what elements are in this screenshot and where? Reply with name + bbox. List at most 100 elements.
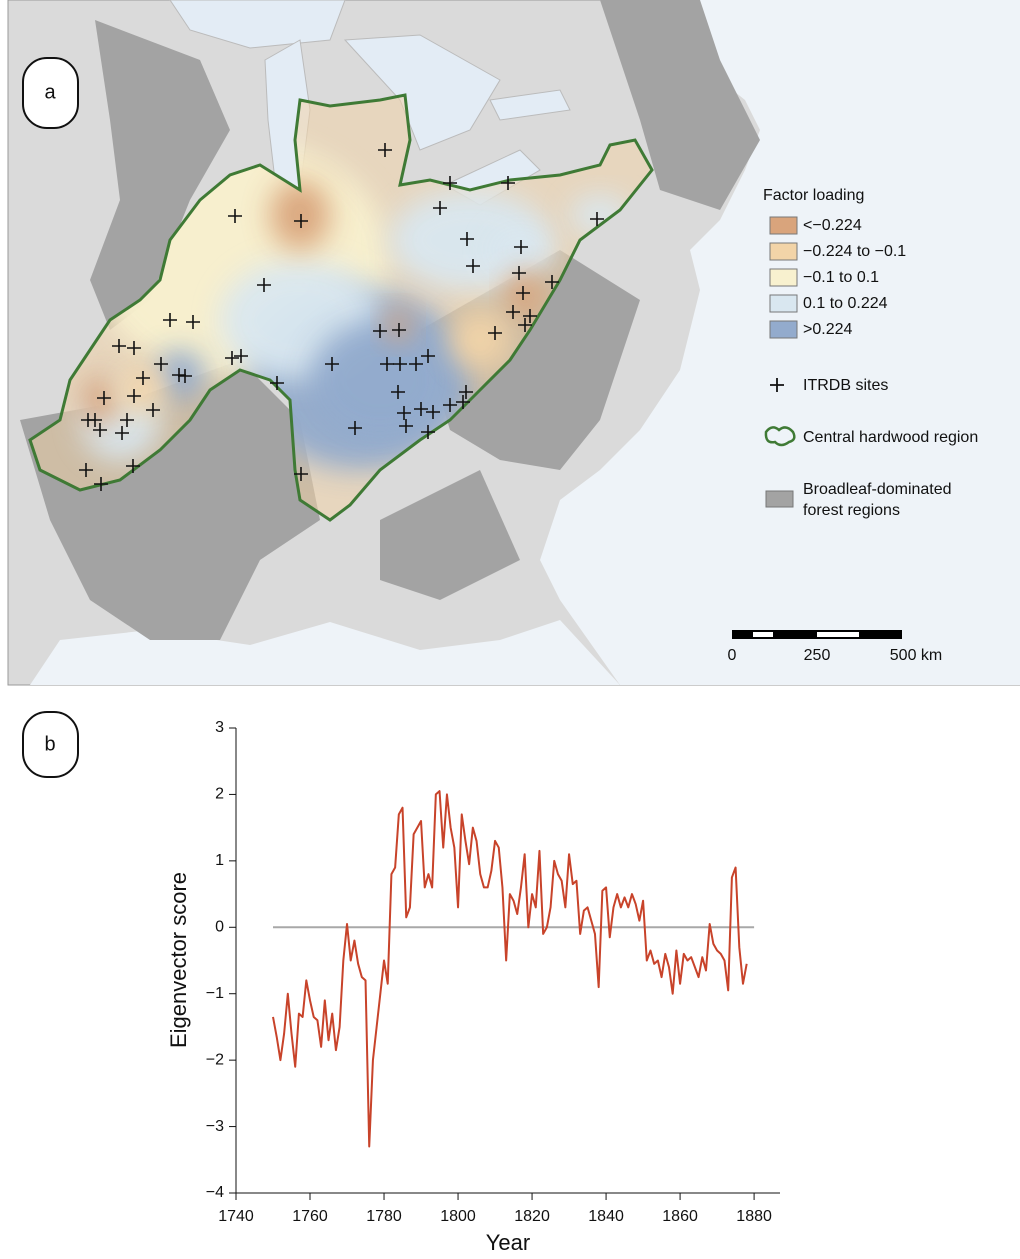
site-marker: [421, 349, 435, 363]
x-tick-label: 1800: [440, 1208, 476, 1225]
y-tick-label: −2: [206, 1051, 224, 1068]
site-marker: [154, 357, 168, 371]
site-marker: [373, 324, 387, 338]
y-tick-label: −1: [206, 985, 224, 1002]
site-marker: [414, 402, 428, 416]
site-marker: [225, 351, 239, 365]
legend-label: Central hardwood region: [803, 429, 978, 446]
x-tick-label: 1880: [736, 1208, 772, 1225]
legend-region-symbol: [764, 426, 796, 447]
site-marker: [172, 368, 186, 382]
site-marker: [294, 467, 308, 481]
legend-swatch: [769, 320, 798, 339]
site-marker: [178, 369, 192, 383]
map-panel: a Factor loading <−0.224 −0.224 to −0.1 −0…: [7, 0, 1020, 686]
site-marker: [97, 391, 111, 405]
panel-label: a: [44, 81, 56, 103]
legend-label: ITRDB sites: [803, 377, 888, 394]
site-marker: [518, 318, 532, 332]
legend-label: <−0.224: [803, 217, 862, 234]
legend-label: −0.1 to 0.1: [803, 269, 879, 286]
legend-label: 0.1 to 0.224: [803, 295, 888, 312]
site-marker: [443, 176, 457, 190]
site-marker: [348, 421, 362, 435]
factor-blob: [310, 320, 450, 440]
site-marker: [456, 395, 470, 409]
y-tick-label: −3: [206, 1118, 224, 1135]
scale-label: 0: [728, 647, 737, 664]
scale-bar-segment: [817, 632, 859, 637]
site-marker: [512, 266, 526, 280]
site-marker: [234, 349, 248, 363]
legend-swatch: [769, 268, 798, 287]
factor-blob: [450, 310, 510, 370]
site-marker: [460, 232, 474, 246]
site-marker: [426, 405, 440, 419]
factor-blob: [384, 309, 412, 341]
factor-blob: [270, 180, 330, 250]
site-marker: [443, 398, 457, 412]
factor-blob: [115, 365, 165, 415]
site-marker: [88, 413, 102, 427]
site-marker: [163, 313, 177, 327]
scale-label: 500 km: [890, 647, 942, 664]
legend-label: −0.224 to −0.1: [803, 243, 906, 260]
site-marker: [120, 413, 134, 427]
site-marker: [545, 275, 559, 289]
legend-label: >0.224: [803, 321, 852, 338]
forest-region: [90, 20, 230, 330]
site-marker: [79, 463, 93, 477]
x-tick-label: 1840: [588, 1208, 624, 1225]
legend-label: forest regions: [803, 502, 900, 519]
site-marker: [433, 201, 447, 215]
chart-panel: b Year Eigenvector score −4 −3 −2 −1 0 1 2 3 174…: [22, 711, 780, 1255]
x-tick-label: 1740: [218, 1208, 254, 1225]
site-marker: [257, 278, 271, 292]
site-marker: [380, 357, 394, 371]
site-markers: [79, 143, 604, 491]
x-axis-label: Year: [486, 1230, 530, 1254]
panel-label-box: [22, 711, 79, 778]
site-marker: [136, 371, 150, 385]
factor-blob: [507, 270, 543, 320]
scale-bar-segment: [753, 632, 773, 637]
panel-label: b: [44, 733, 55, 755]
site-marker: [146, 403, 160, 417]
factor-blob: [80, 375, 120, 425]
site-marker: [228, 209, 242, 223]
region-outline: [28, 93, 654, 522]
site-marker: [93, 423, 107, 437]
site-marker: [523, 309, 537, 323]
y-tick-label: 0: [215, 919, 224, 936]
factor-blob: [490, 230, 550, 270]
legend-title: Factor loading: [763, 187, 864, 204]
site-marker: [506, 305, 520, 319]
x-tick-label: 1860: [662, 1208, 698, 1225]
site-marker: [393, 357, 407, 371]
legend-forest-symbol: [765, 490, 794, 508]
legend-swatch: [769, 216, 798, 235]
y-tick-label: 1: [215, 852, 224, 869]
panel-label-box: [22, 57, 79, 129]
x-tick-label: 1760: [292, 1208, 328, 1225]
site-marker: [421, 425, 435, 439]
site-marker: [270, 376, 284, 390]
legend-site-symbol: [770, 378, 784, 392]
lake: [489, 89, 571, 121]
site-marker: [294, 214, 308, 228]
site-marker: [378, 143, 392, 157]
site-marker: [127, 341, 141, 355]
site-marker: [391, 385, 405, 399]
site-marker: [112, 339, 126, 353]
forest-region: [600, 0, 760, 210]
y-tick-label: −4: [206, 1184, 224, 1201]
legend: <−0.224 −0.224 to −0.1 −0.1 to 0.1 0.1 to 0…: [769, 216, 906, 339]
site-marker: [186, 315, 200, 329]
site-marker: [488, 326, 502, 340]
site-marker: [459, 385, 473, 399]
site-marker: [590, 212, 604, 226]
site-marker: [516, 286, 530, 300]
site-marker: [466, 259, 480, 273]
lake: [169, 0, 346, 49]
